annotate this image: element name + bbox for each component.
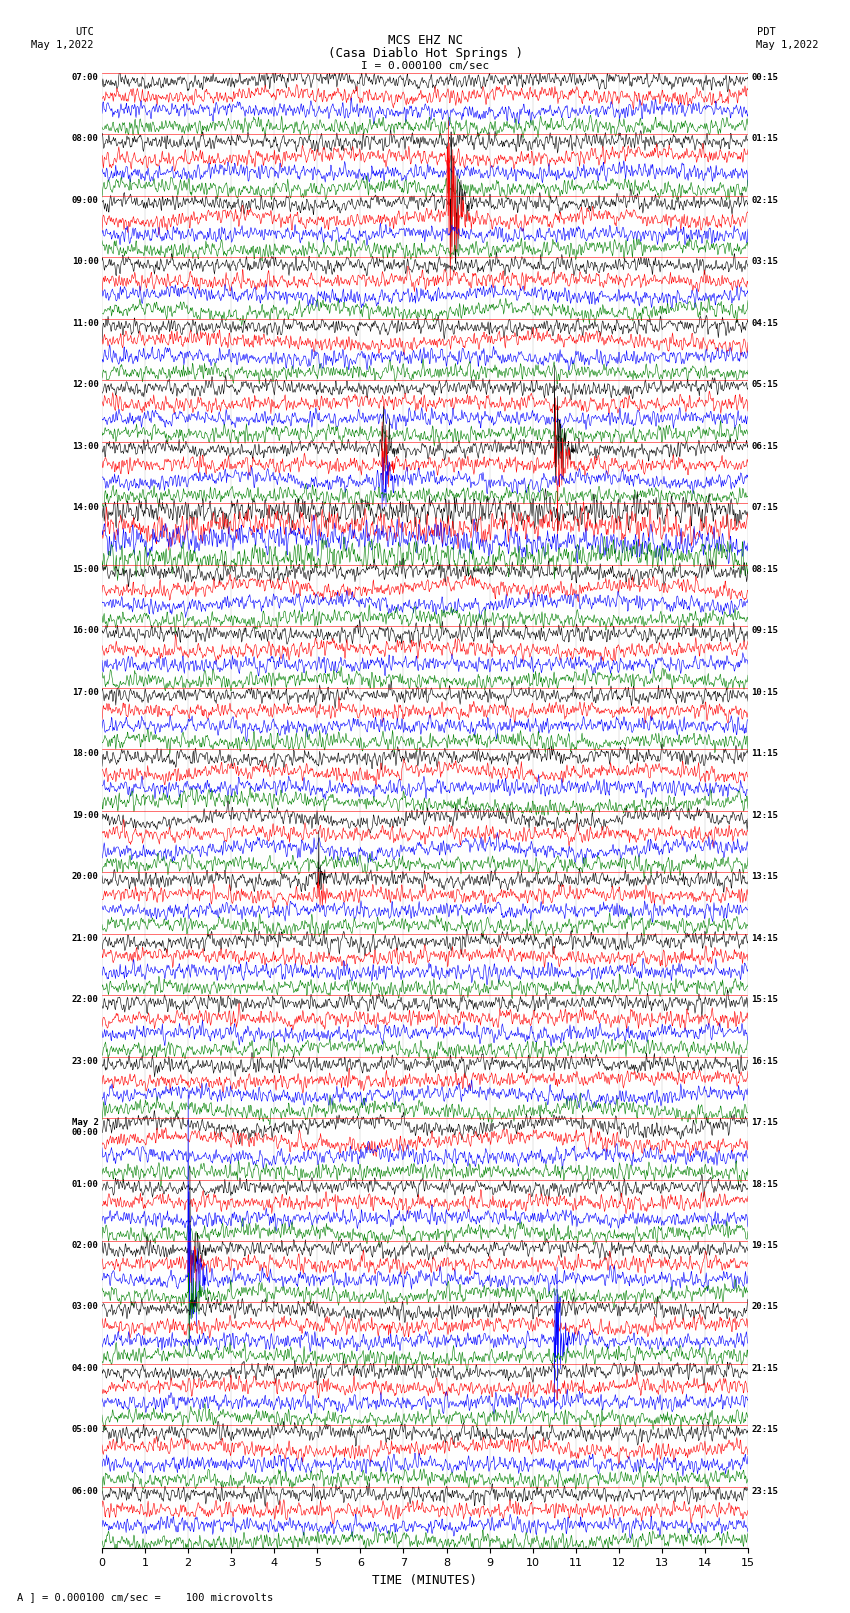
Text: 03:15: 03:15 xyxy=(751,256,778,266)
Text: 16:15: 16:15 xyxy=(751,1057,778,1066)
Text: 16:00: 16:00 xyxy=(72,626,99,636)
Text: PDT: PDT xyxy=(756,27,775,37)
Text: 05:15: 05:15 xyxy=(751,381,778,389)
Text: 14:15: 14:15 xyxy=(751,934,778,942)
Text: 04:00: 04:00 xyxy=(72,1365,99,1373)
Text: 03:00: 03:00 xyxy=(72,1303,99,1311)
Text: 22:15: 22:15 xyxy=(751,1426,778,1434)
Text: 15:15: 15:15 xyxy=(751,995,778,1003)
Text: A ] = 0.000100 cm/sec =    100 microvolts: A ] = 0.000100 cm/sec = 100 microvolts xyxy=(17,1592,273,1602)
Text: 21:15: 21:15 xyxy=(751,1365,778,1373)
Text: 07:15: 07:15 xyxy=(751,503,778,511)
Text: 11:15: 11:15 xyxy=(751,748,778,758)
Text: 21:00: 21:00 xyxy=(72,934,99,942)
Text: May 2
00:00: May 2 00:00 xyxy=(72,1118,99,1137)
Text: 09:00: 09:00 xyxy=(72,195,99,205)
Text: 09:15: 09:15 xyxy=(751,626,778,636)
Text: 10:15: 10:15 xyxy=(751,687,778,697)
Text: 05:00: 05:00 xyxy=(72,1426,99,1434)
Text: 20:15: 20:15 xyxy=(751,1303,778,1311)
Text: 01:00: 01:00 xyxy=(72,1179,99,1189)
Text: 17:15: 17:15 xyxy=(751,1118,778,1127)
Text: 18:15: 18:15 xyxy=(751,1179,778,1189)
Text: 02:00: 02:00 xyxy=(72,1240,99,1250)
Text: 12:15: 12:15 xyxy=(751,811,778,819)
Text: 07:00: 07:00 xyxy=(72,73,99,82)
Text: 06:00: 06:00 xyxy=(72,1487,99,1495)
Text: 18:00: 18:00 xyxy=(72,748,99,758)
Text: 08:00: 08:00 xyxy=(72,134,99,144)
Text: 01:15: 01:15 xyxy=(751,134,778,144)
Text: 12:00: 12:00 xyxy=(72,381,99,389)
Text: 08:15: 08:15 xyxy=(751,565,778,574)
Text: (Casa Diablo Hot Springs ): (Casa Diablo Hot Springs ) xyxy=(327,47,523,60)
Text: UTC: UTC xyxy=(75,27,94,37)
Text: 19:15: 19:15 xyxy=(751,1240,778,1250)
Text: 06:15: 06:15 xyxy=(751,442,778,450)
Text: 23:15: 23:15 xyxy=(751,1487,778,1495)
Text: I = 0.000100 cm/sec: I = 0.000100 cm/sec xyxy=(361,61,489,71)
Text: May 1,2022: May 1,2022 xyxy=(31,40,94,50)
Text: 11:00: 11:00 xyxy=(72,319,99,327)
Text: 20:00: 20:00 xyxy=(72,873,99,881)
Text: May 1,2022: May 1,2022 xyxy=(756,40,819,50)
Text: 13:15: 13:15 xyxy=(751,873,778,881)
Text: 13:00: 13:00 xyxy=(72,442,99,450)
Text: 04:15: 04:15 xyxy=(751,319,778,327)
Text: 00:15: 00:15 xyxy=(751,73,778,82)
Text: 22:00: 22:00 xyxy=(72,995,99,1003)
Text: 17:00: 17:00 xyxy=(72,687,99,697)
Text: 14:00: 14:00 xyxy=(72,503,99,511)
Text: 02:15: 02:15 xyxy=(751,195,778,205)
X-axis label: TIME (MINUTES): TIME (MINUTES) xyxy=(372,1574,478,1587)
Text: 19:00: 19:00 xyxy=(72,811,99,819)
Text: 10:00: 10:00 xyxy=(72,256,99,266)
Text: 15:00: 15:00 xyxy=(72,565,99,574)
Text: MCS EHZ NC: MCS EHZ NC xyxy=(388,34,462,47)
Text: 23:00: 23:00 xyxy=(72,1057,99,1066)
